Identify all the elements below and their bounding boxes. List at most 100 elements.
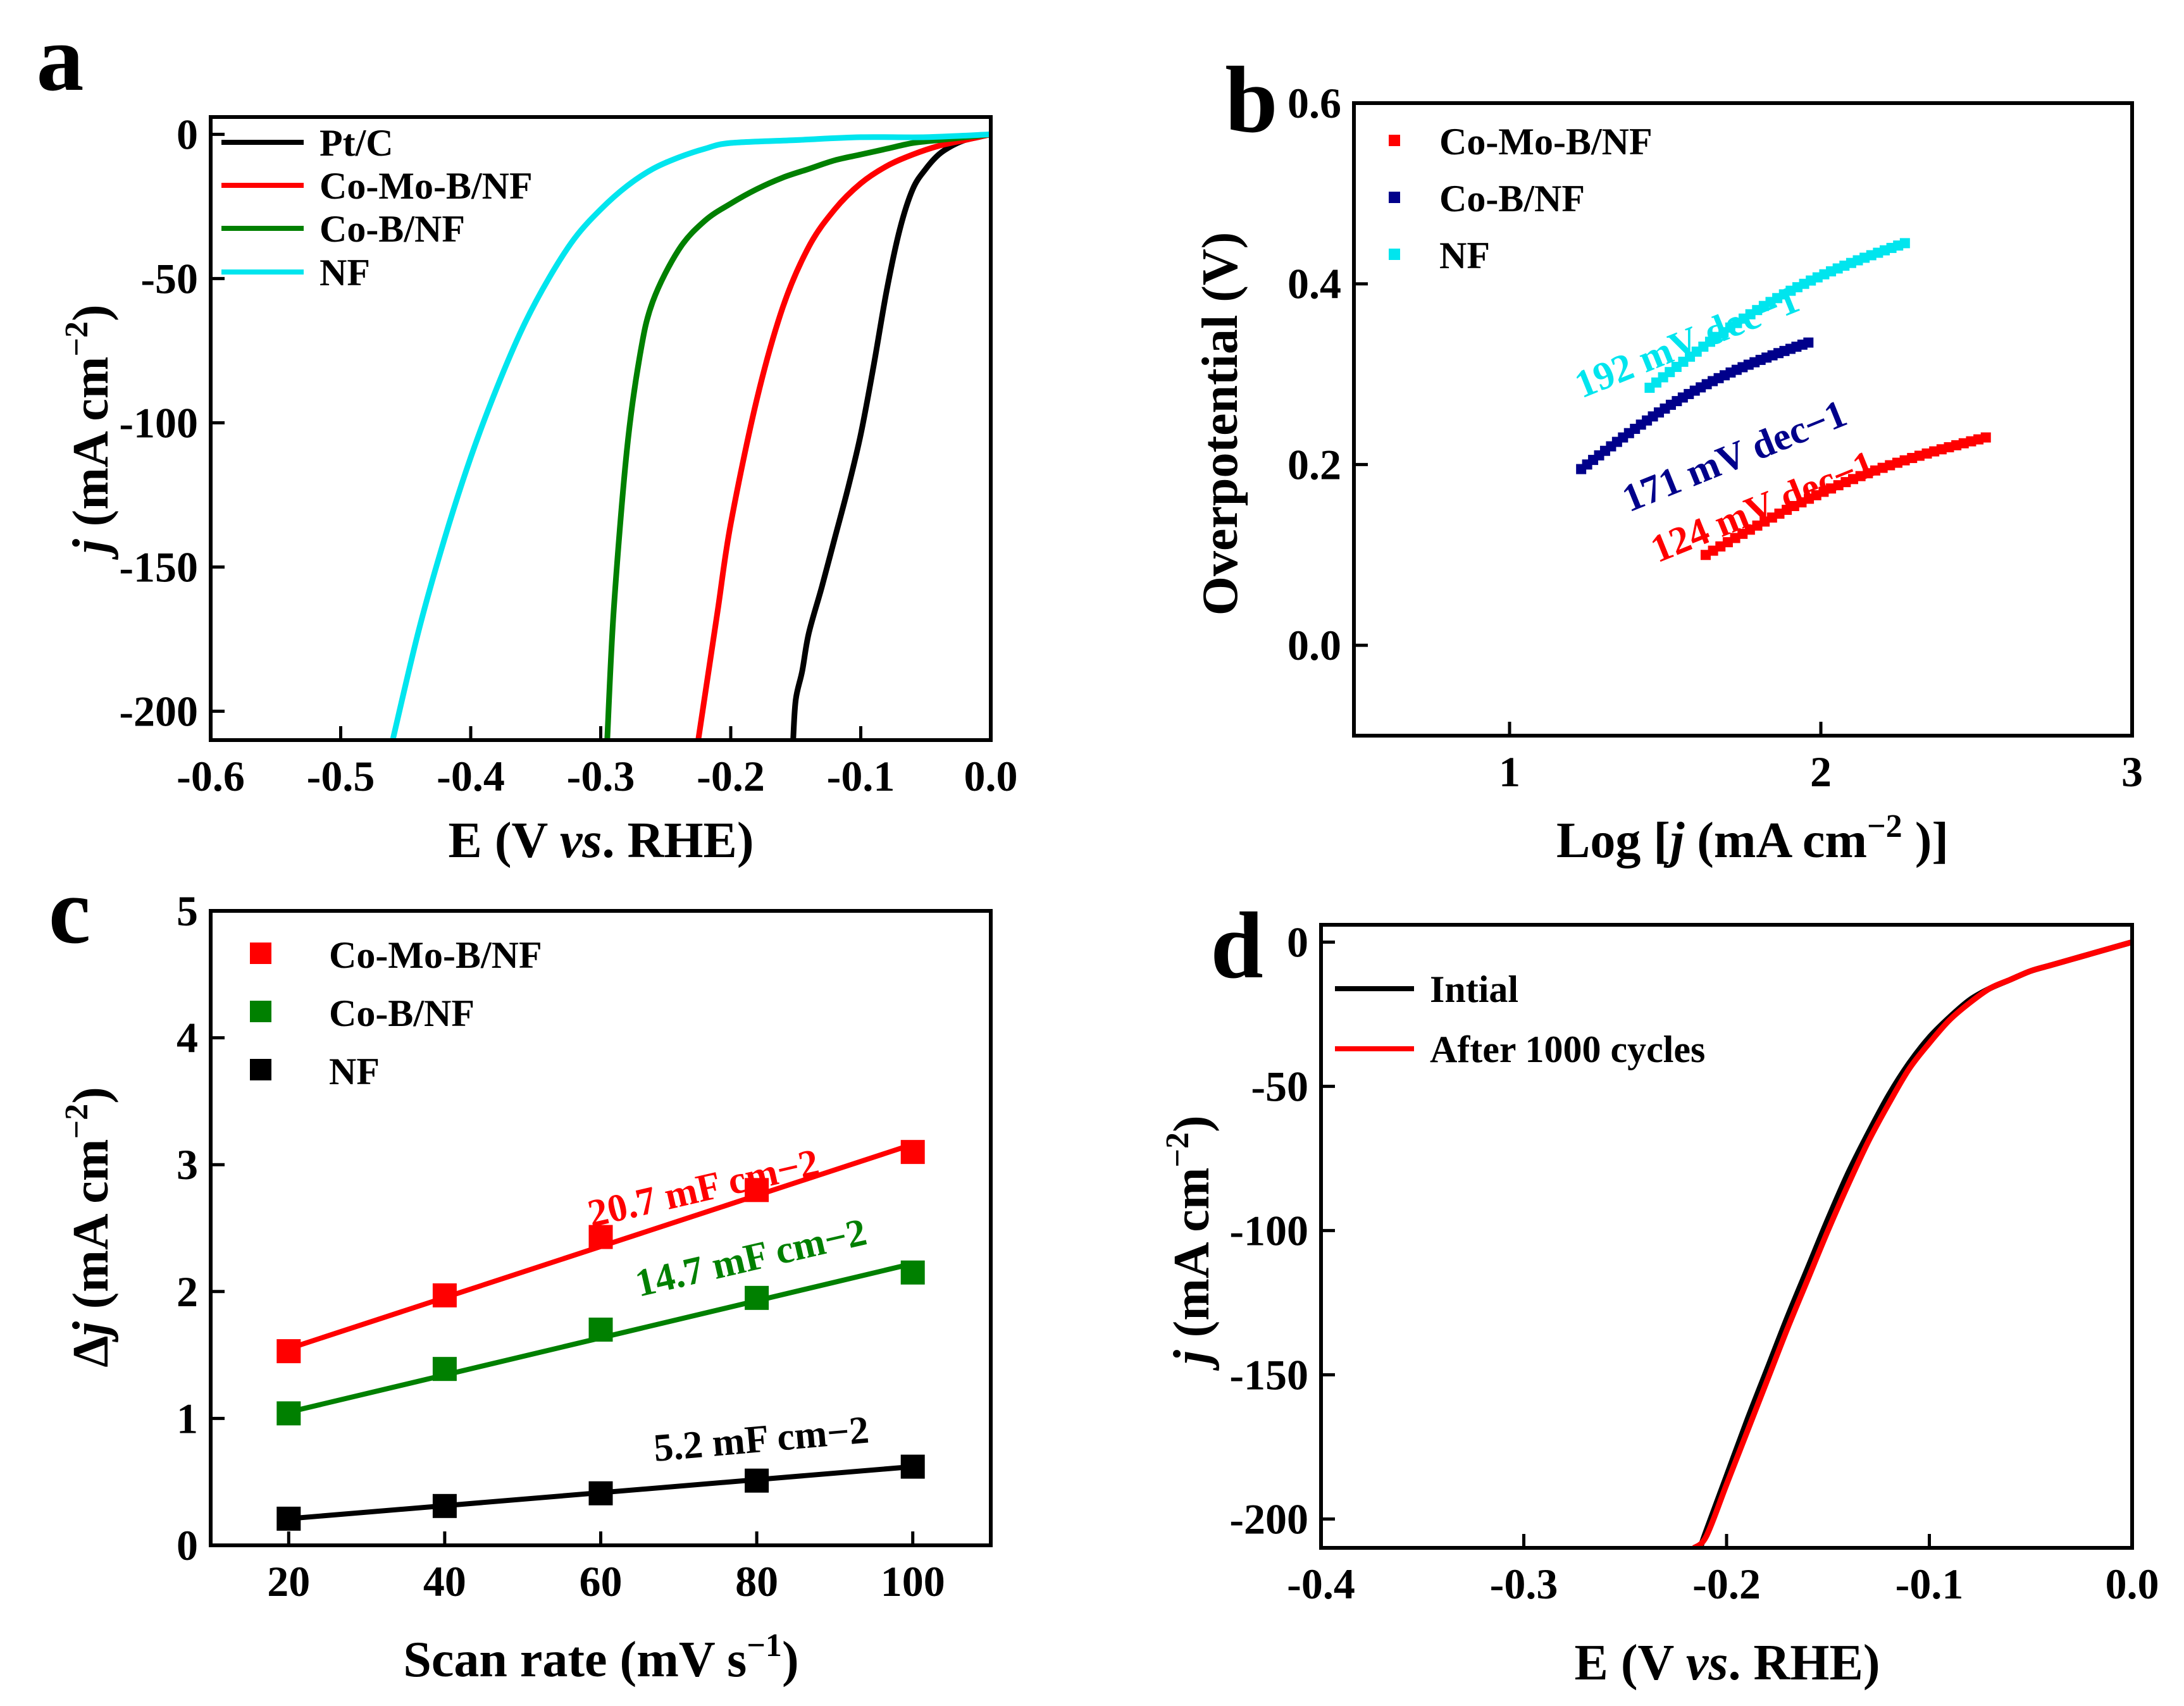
legend-label-co-mo-b: Co-Mo-B/NF <box>1439 121 1653 163</box>
panel-c-ytick-label: 4 <box>177 1014 198 1062</box>
panel-d-ytick-label: 0 <box>1287 918 1308 966</box>
legend-swatch-co-b <box>250 1001 271 1022</box>
panel-c-point-co-mo-b-nf <box>276 1339 301 1364</box>
panel-c-series <box>276 1140 925 1531</box>
panel-a-series-nf <box>390 131 991 741</box>
legend-label-nf: NF <box>320 252 370 294</box>
legend-swatch-nf <box>1389 249 1400 260</box>
legend-label-co-b: Co-B/NF <box>320 208 465 250</box>
panel-a-xtick-label: -0.2 <box>697 752 765 800</box>
panel-d-series-after-1000-cycles <box>1692 939 2133 1550</box>
panel-b-ytick-label: 0.2 <box>1287 440 1341 488</box>
panel-d-series <box>1692 939 2133 1550</box>
panel-a-ticks: -0.6 -0.5 -0.4 -0.3 -0.2 -0.1 0.0 0 -50 -100 -150 -… <box>119 110 1017 800</box>
panel-b-ytick-label: 0.4 <box>1287 260 1341 308</box>
legend-label-nf: NF <box>329 1051 380 1092</box>
panel-b-point-co-b-nf <box>1803 337 1814 348</box>
panel-c-ytick-label: 5 <box>177 887 198 935</box>
panel-c-ytick-label: 1 <box>177 1394 198 1442</box>
panel-b-xtick-label: 3 <box>2121 748 2143 796</box>
panel-b-xtick-label: 2 <box>1810 748 1832 796</box>
panel-c-point-co-mo-b-nf <box>588 1225 613 1249</box>
panel-a-xtick-label: -0.6 <box>177 752 245 800</box>
panel-a-ytick-label: 0 <box>177 110 198 158</box>
panel-c-ylabel: Δj (mA cm−2) <box>59 1087 119 1367</box>
panel-c-point-co-b-nf <box>588 1317 613 1342</box>
panel-letter-d: d <box>1210 893 1263 998</box>
panel-c-point-co-b-nf <box>900 1260 925 1285</box>
panel-c-ytick-label: 0 <box>177 1521 198 1569</box>
panel-a-series <box>390 131 991 741</box>
legend-swatch-nf <box>250 1059 271 1080</box>
panel-d-ytick-label: -100 <box>1229 1206 1308 1254</box>
panel-d-xtick-label: -0.2 <box>1692 1560 1761 1608</box>
panel-d: -0.4 -0.3 -0.2 -0.1 0.0 0 -50 -100 -150 -200 E (V… <box>1160 918 2159 1691</box>
panel-b-xlabel: Log [j (mA cm−2 )] <box>1556 808 1949 868</box>
panel-a-xtick-label: -0.4 <box>437 752 505 800</box>
panel-d-xtick-label: -0.4 <box>1287 1560 1355 1608</box>
panel-d-xtick-label: -0.1 <box>1895 1560 1964 1608</box>
panel-c-ticks: 20 40 60 80 100 0 1 2 3 4 5 <box>177 887 945 1605</box>
panel-b-ytick-label: 0.0 <box>1287 621 1341 669</box>
panel-c-point-nf <box>745 1468 769 1493</box>
panel-c-point-co-mo-b-nf <box>900 1140 925 1165</box>
slope-label-nf: 5.2 mF cm−2 <box>652 1408 871 1469</box>
panel-d-xlabel: E (V vs. RHE) <box>1575 1635 1880 1691</box>
panel-b-series <box>1576 238 1991 560</box>
panel-c: 20 40 60 80 100 0 1 2 3 4 5 Scan rate (mV s−1) Δj … <box>59 887 993 1688</box>
panel-c-point-co-b-nf <box>432 1357 457 1381</box>
panel-a-series-co-mo-b-nf <box>695 131 991 741</box>
panel-b-ticks: 1 2 3 0.0 0.2 0.4 0.6 <box>1287 79 2143 796</box>
panel-d-ytick-label: -150 <box>1229 1351 1308 1399</box>
panel-d-series-intial <box>1697 939 2133 1549</box>
panel-d-legend: Intial After 1000 cycles <box>1335 968 1705 1070</box>
legend-swatch-co-b <box>1389 192 1400 203</box>
legend-label-co-mo-b: Co-Mo-B/NF <box>329 934 542 976</box>
panel-a-legend: Pt/C Co-Mo-B/NF Co-B/NF NF <box>221 122 533 294</box>
panel-b-point-co-mo-b-nf <box>1980 432 1991 443</box>
panel-c-point-co-mo-b-nf <box>745 1178 769 1202</box>
panel-a-xtick-label: -0.1 <box>827 752 895 800</box>
panel-letter-a: a <box>37 6 84 111</box>
panel-b-ylabel: Overpotential (V) <box>1193 232 1248 616</box>
panel-a-xlabel: E (V vs. RHE) <box>449 813 754 868</box>
panel-b-xtick-label: 1 <box>1499 748 1520 796</box>
panel-c-point-co-mo-b-nf <box>432 1283 457 1307</box>
panel-b-legend: Co-Mo-B/NF Co-B/NF NF <box>1389 121 1653 276</box>
panel-c-point-co-b-nf <box>745 1285 769 1310</box>
panel-a-ylabel: j (mA cm−2) <box>59 304 119 560</box>
panel-a: -0.6 -0.5 -0.4 -0.3 -0.2 -0.1 0.0 0 -50 -100 -150 -… <box>59 110 1018 868</box>
panel-a-ytick-label: -50 <box>140 254 198 302</box>
panel-a-ytick-label: -150 <box>119 543 198 591</box>
panel-c-ytick-label: 3 <box>177 1140 198 1189</box>
panel-a-xtick-label: -0.5 <box>307 752 375 800</box>
panel-c-point-co-b-nf <box>276 1401 301 1426</box>
panel-b-point-nf <box>1899 238 1910 249</box>
panel-b-ytick-label: 0.6 <box>1287 79 1341 127</box>
panel-c-xtick-label: 80 <box>735 1557 778 1605</box>
panel-c-xtick-label: 40 <box>423 1557 466 1605</box>
panel-c-xlabel: Scan rate (mV s−1) <box>403 1628 798 1688</box>
slope-label-co-mo-b: 20.7 mF cm−2 <box>584 1141 823 1236</box>
panel-letter-b: b <box>1225 47 1277 152</box>
panel-c-point-nf <box>432 1493 457 1518</box>
panel-c-point-nf <box>276 1506 301 1531</box>
panel-letter-c: c <box>49 858 91 963</box>
panel-b: 1 2 3 0.0 0.2 0.4 0.6 Log [j (mA cm−2 )] Overp… <box>1193 79 2143 868</box>
panel-c-xtick-label: 60 <box>580 1557 623 1605</box>
panel-a-series-pt-c <box>790 131 991 741</box>
panel-c-xtick-label: 20 <box>267 1557 310 1605</box>
legend-swatch-co-mo-b <box>1389 135 1400 146</box>
legend-label-after-cycles: After 1000 cycles <box>1430 1029 1705 1070</box>
panel-c-point-nf <box>900 1454 925 1479</box>
slope-label-nf: 192 mV dec−1 <box>1569 278 1805 407</box>
panel-d-ylabel: j (mA cm−2) <box>1160 1115 1220 1371</box>
panel-a-xtick-label: 0.0 <box>964 752 1018 800</box>
panel-d-xtick-label: 0.0 <box>2106 1560 2159 1608</box>
legend-label-co-b: Co-B/NF <box>329 992 475 1034</box>
panel-d-frame <box>1319 923 2134 1550</box>
panel-d-ticks: -0.4 -0.3 -0.2 -0.1 0.0 0 -50 -100 -150 -200 <box>1229 918 2159 1608</box>
panel-a-ytick-label: -200 <box>119 687 198 735</box>
panel-a-xtick-label: -0.3 <box>567 752 635 800</box>
